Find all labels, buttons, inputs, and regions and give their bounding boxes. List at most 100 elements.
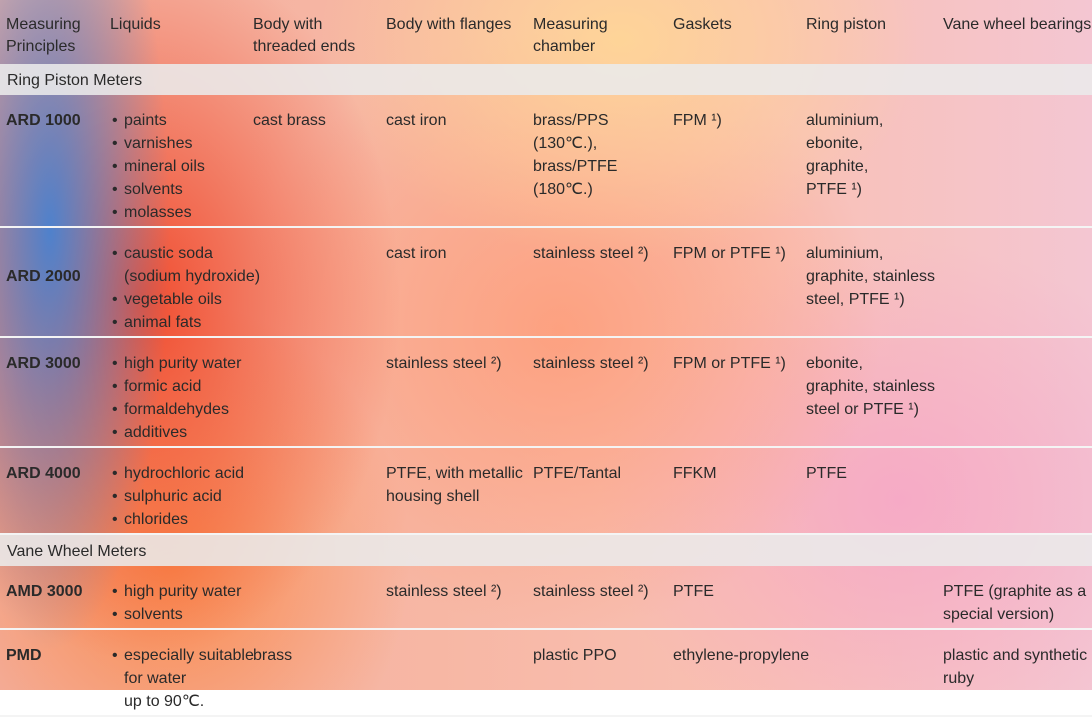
ring-piston-cell: aluminium, graphite, stainless steel, PTFE… [800,227,937,338]
chamber-line: stainless steel ²) [533,583,649,600]
bullet-icon: • [112,204,118,221]
ring-piston-line: ebonite, [806,135,863,152]
table-row: ARD 2000 • caustic soda (sodium hydroxide) •… [0,227,1092,338]
chamber-line: (180℃.) [533,181,593,198]
table-row: ARD 1000 • paints • varnishes • mineral oils • s… [0,95,1092,228]
bullet-icon: • [112,401,118,418]
list-item: • varnishes [110,132,243,155]
body-flanges-line: cast iron [386,245,447,262]
bullet-icon: • [112,647,118,664]
vane-bearings-cell [937,227,1092,338]
ring-piston-cell [800,629,937,717]
chamber-line: (130℃.), [533,135,598,152]
gaskets-line: PTFE [673,583,714,600]
liquid-text: hydrochloric acid [124,465,245,482]
liquids-cell: • paints • varnishes • mineral oils • solvents •… [104,95,247,228]
body-threaded-cell [247,566,380,630]
bullet-icon: • [112,424,118,441]
body-threaded-cell [247,227,380,338]
ring-piston-line: ebonite, [806,355,863,372]
body-flanges-cell: cast iron [380,95,527,228]
liquids-cell: • high purity water • formic acid • formaldeh… [104,337,247,448]
model-cell: ARD 4000 [0,447,104,535]
section-row: Vane Wheel Meters [0,534,1092,566]
col-measuring-chamber-header: Measuring chamber [527,0,667,64]
ring-piston-line: steel or PTFE ¹) [806,401,919,418]
body-flanges-cell: PTFE, with metallic housing shell [380,447,527,535]
model-cell: AMD 3000 [0,566,104,630]
vane-bearings-cell: plastic and synthetic ruby [937,629,1092,717]
body-flanges-line: cast iron [386,112,447,129]
table-row: PMD • especially suitable for water up to 90… [0,629,1092,717]
header-line: threaded ends [253,38,356,55]
bullet-icon: • [112,181,118,198]
gaskets-cell: FPM or PTFE ¹) [667,227,800,338]
vane-bearings-cell: PTFE (graphite as a special version) [937,566,1092,630]
body-flanges-line: stainless steel ²) [386,355,502,372]
list-item: • additives [110,421,243,444]
list-item: (sodium hydroxide) [110,265,260,288]
section-row: Ring Piston Meters [0,64,1092,95]
section-title: Ring Piston Meters [0,64,1092,95]
liquid-text: animal fats [124,314,202,331]
chamber-line: stainless steel ²) [533,355,649,372]
ring-piston-cell: PTFE [800,447,937,535]
bullet-icon: • [112,291,118,308]
bullet-icon: • [112,511,118,528]
body-flanges-cell [380,629,527,717]
gaskets-cell: FFKM [667,447,800,535]
chamber-cell: stainless steel ²) [527,337,667,448]
table-row: ARD 4000 • hydrochloric acid • sulphuric aci… [0,447,1092,535]
list-item: • paints [110,109,243,132]
liquid-text: chlorides [124,511,189,528]
ring-piston-line: steel, PTFE ¹) [806,291,905,308]
header-line: Principles [6,38,76,55]
ring-piston-line: graphite, [806,158,869,175]
col-measuring-principles-header: Measuring Principles [0,0,104,64]
list-item: • vegetable oils [110,288,243,311]
table-row: AMD 3000 • high purity water • solvents stain… [0,566,1092,630]
ring-piston-cell [800,566,937,630]
section-title: Vane Wheel Meters [0,534,1092,566]
gaskets-cell: ethylene-propylene [667,629,810,717]
chamber-line: brass/PPS [533,112,609,129]
list-item: • high purity water [110,580,243,603]
liquids-list: • high purity water • solvents [110,580,243,626]
model-name: ARD 1000 [6,112,81,129]
body-threaded-line: brass [253,647,293,664]
col-liquids-header: Liquids [104,0,247,64]
model-name: ARD 3000 [6,355,81,372]
body-flanges-cell: stainless steel ²) [380,337,527,448]
model-cell: ARD 1000 [0,95,104,228]
liquids-list: • caustic soda (sodium hydroxide) • vegetabl… [110,242,260,334]
bullet-icon: • [112,355,118,372]
ring-piston-cell: aluminium, ebonite, graphite, PTFE ¹) [800,95,937,228]
gaskets-line: FPM ¹) [673,112,722,129]
liquids-list: • high purity water • formic acid • formaldeh… [110,352,243,444]
liquid-text: formic acid [124,378,202,395]
liquid-text: formaldehydes [124,401,229,418]
bullet-icon: • [112,135,118,152]
chamber-line: plastic PPO [533,647,617,664]
col-vane-bearings-header: Vane wheel bearings [937,0,1092,64]
liquid-text: high purity water [124,355,242,372]
model-name: ARD 2000 [6,268,81,285]
gaskets-line: FPM or PTFE ¹) [673,355,786,372]
header-line: Liquids [110,16,161,33]
liquids-cell: • caustic soda (sodium hydroxide) • vegetabl… [104,227,260,338]
header-line: Gaskets [673,16,732,33]
bullet-icon: • [112,112,118,129]
gaskets-line: ethylene-propylene [673,647,810,664]
liquids-list: • especially suitable for water up to 90℃. [110,644,254,713]
list-item: • hydrochloric acid [110,462,245,485]
body-flanges-line: stainless steel ²) [386,583,502,600]
col-ring-piston-header: Ring piston [800,0,937,64]
liquids-cell: • hydrochloric acid • sulphuric acid • chlori… [104,447,247,535]
bullet-icon: • [112,465,118,482]
liquid-text: up to 90℃. [124,693,205,710]
list-item: • formaldehydes [110,398,243,421]
liquids-cell: • especially suitable for water up to 90℃. [104,629,254,717]
list-item: for water [110,667,243,690]
liquid-text: vegetable oils [124,291,222,308]
